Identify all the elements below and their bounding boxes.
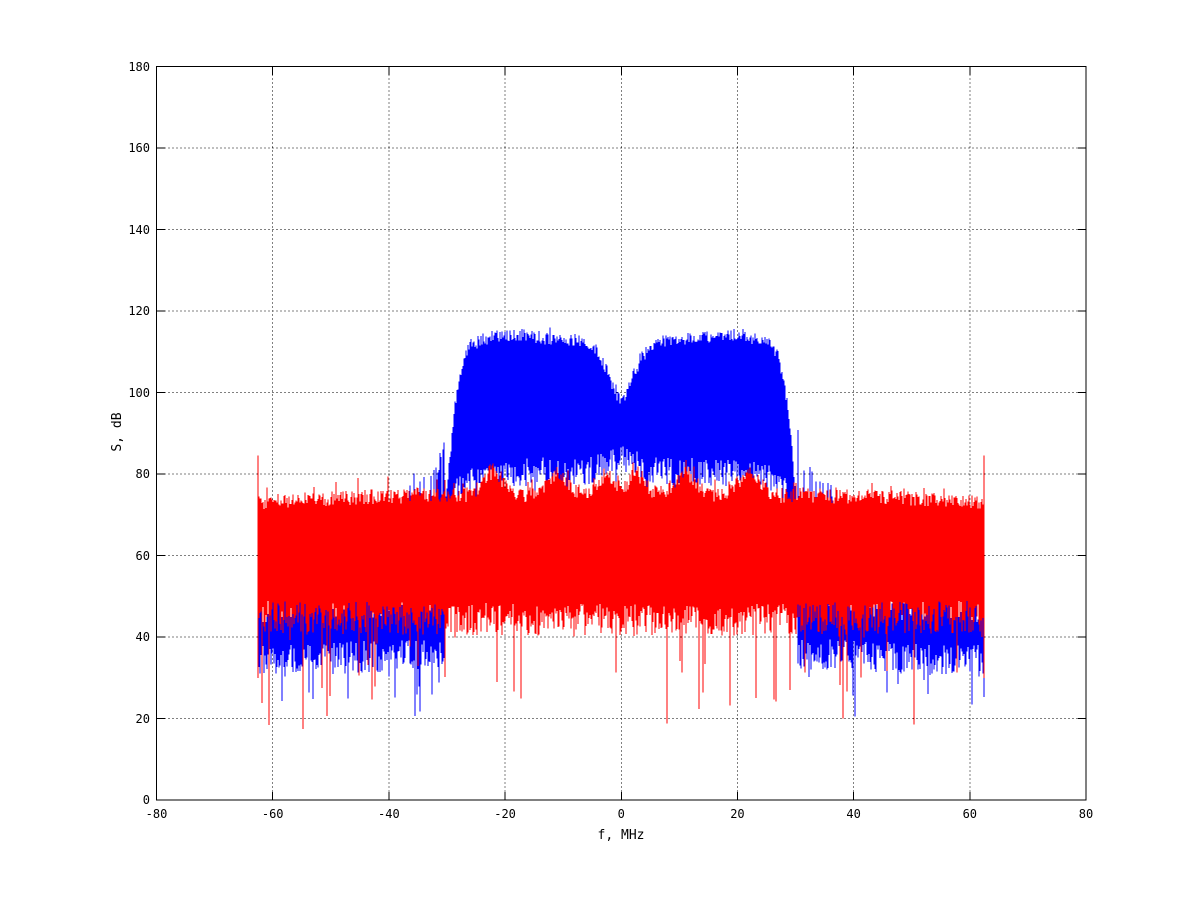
x-axis-label: f, MHz	[597, 828, 645, 843]
x-tick-label: 80	[1078, 807, 1094, 821]
y-tick-label: 80	[135, 467, 150, 481]
y-tick-label: 40	[135, 630, 150, 644]
x-tick-label: -40	[378, 807, 400, 821]
grid-lines	[156, 66, 1086, 800]
y-tick-label: 120	[128, 304, 150, 318]
y-tick-label: 160	[128, 141, 150, 155]
x-tick-label: 40	[846, 807, 861, 821]
x-tick-label: 20	[730, 807, 745, 821]
y-tick-label: 20	[135, 711, 150, 726]
x-tick-label: -80	[145, 807, 168, 821]
y-tick-label: 60	[135, 548, 150, 563]
y-tick-label: 140	[128, 222, 150, 237]
multicarrier-noise-spectrum	[257, 455, 985, 729]
y-axis-label: S, dB	[110, 412, 125, 452]
x-tick-label: -20	[494, 807, 516, 821]
y-tick-label: 0	[142, 793, 150, 807]
x-tick-label: 0	[617, 807, 625, 821]
tick-marks	[156, 66, 1087, 801]
y-tick-label: 100	[128, 385, 150, 400]
x-tick-label: -60	[261, 807, 284, 821]
x-tick-label: 60	[962, 807, 978, 821]
y-tick-label: 180	[128, 59, 150, 74]
